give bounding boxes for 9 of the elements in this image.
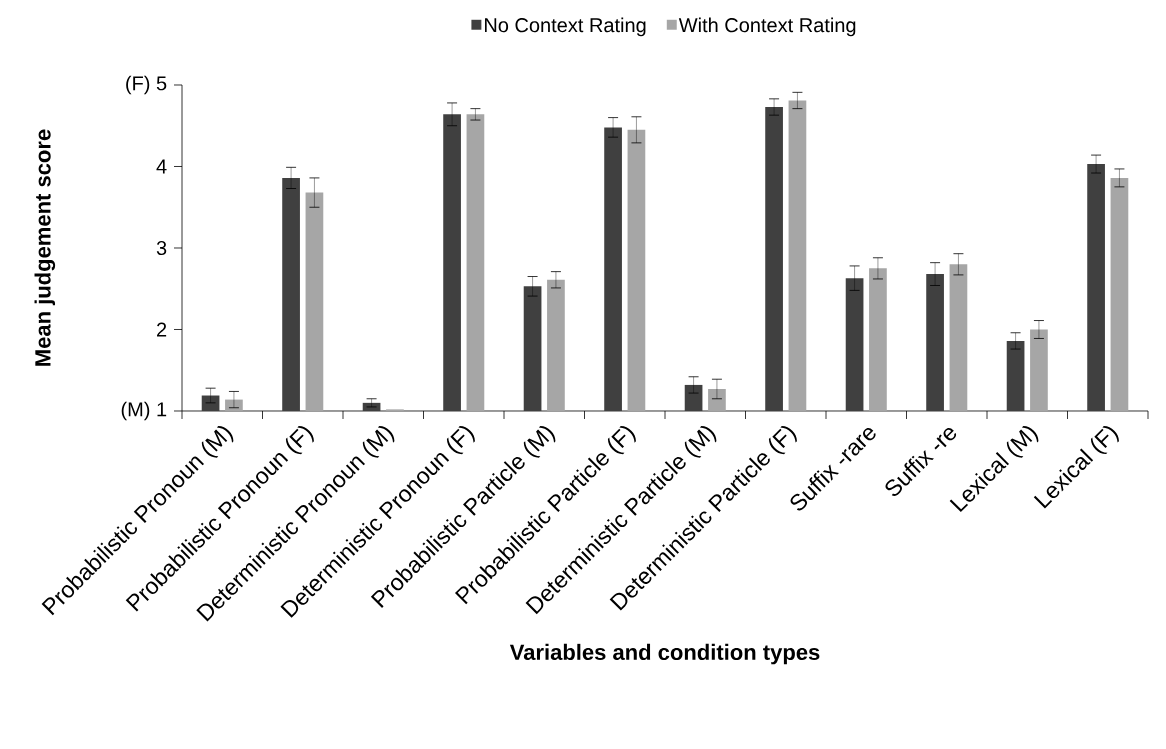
y-tick-label: 3 — [156, 240, 167, 256]
legend-label: With Context Rating — [678, 17, 856, 37]
y-tick-label: 2 — [157, 322, 167, 337]
y-tick-label: (F) 5 — [126, 75, 167, 95]
x-axis-title: Variables and condition types — [509, 643, 820, 665]
y-axis-title: Mean judgement score — [34, 129, 56, 366]
y-tick-label: 4 — [156, 159, 167, 174]
legend-label: No Context Rating — [485, 17, 646, 37]
y-tick-label: (M) 1 — [121, 401, 167, 421]
